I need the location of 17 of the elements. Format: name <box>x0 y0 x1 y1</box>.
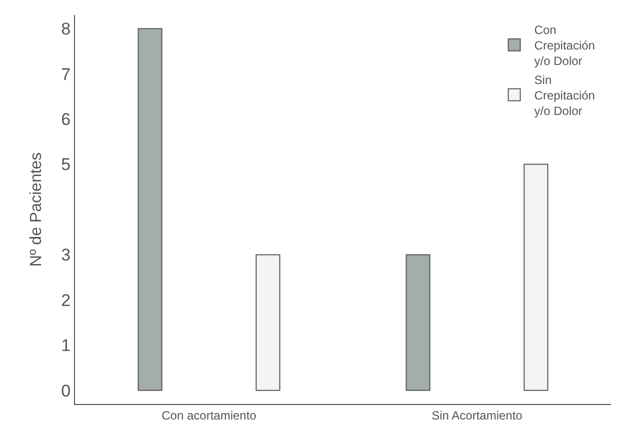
legend-label: Sin Crepitación y/o Dolor <box>534 72 595 118</box>
y-tick-label: 1 <box>61 336 71 356</box>
y-tick-label: 5 <box>61 155 71 174</box>
x-tick-label: Con acortamiento <box>162 408 257 422</box>
bar <box>256 254 280 391</box>
y-tick-label: 8 <box>61 20 71 39</box>
y-tick-label: 2 <box>61 290 71 310</box>
y-tick-label: 6 <box>61 110 71 129</box>
x-tick-label: Sin Acortamiento <box>432 408 523 422</box>
bar <box>524 164 548 391</box>
bar <box>406 254 430 391</box>
bar <box>138 28 162 391</box>
y-tick-label: 7 <box>61 64 71 84</box>
y-tick-label: 0 <box>61 381 71 400</box>
legend-label: Con Crepitación y/o Dolor <box>534 22 595 68</box>
y-tick-label: 3 <box>61 246 71 265</box>
y-axis-title: Nº de Pacientes <box>28 152 46 267</box>
